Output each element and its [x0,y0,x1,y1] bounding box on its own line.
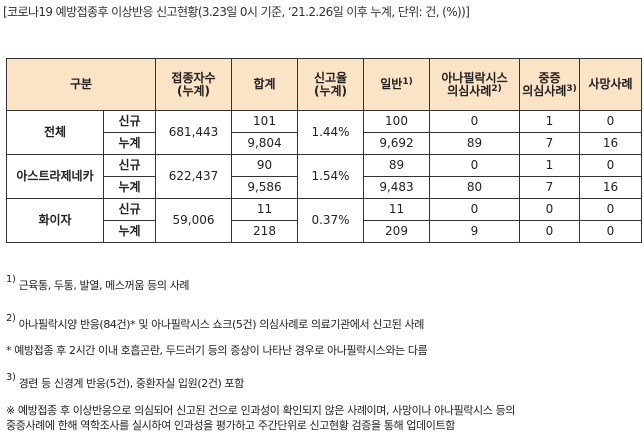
report-title: [코로나19 예방접종후 이상반응 신고현황(3.23일 0시 기준, ‘21.… [3,5,470,19]
cell-death: 16 [579,132,642,155]
cell-anaphylaxis: 0 [429,198,520,221]
header-category: 구분 [6,58,156,111]
header-total: 합계 [231,58,298,111]
cell-death: 0 [579,154,642,177]
cell-serious: 7 [519,176,580,199]
header-general: 일반1) [363,58,430,111]
cell-serious: 1 [519,154,580,177]
cell-general: 9,483 [363,176,430,199]
header-serious: 중증 의심사례3) [519,58,580,111]
row-name: 아스트라제네카 [6,154,104,199]
cell-general: 100 [363,110,430,133]
row-cum-label: 누계 [103,132,156,155]
cell-total: 11 [231,198,298,221]
row-vaccinated: 59,006 [155,198,232,243]
cell-total: 90 [231,154,298,177]
table-row: 화이자 신규 59,006 11 0.37% 11 0 0 0 [6,198,642,243]
cell-anaphylaxis: 0 [429,154,520,177]
cell-anaphylaxis: 0 [429,110,520,133]
adverse-event-table: 구분 접종자수 (누계) 합계 신고율 (누계) 일반1) 아나필락시스 의심사례2)… [6,58,642,243]
cell-anaphylaxis: 89 [429,132,520,155]
footnote-2-star: * 예방접종 후 2시간 이내 호흡곤란, 두드러기 등의 증상이 나타난 경우… [6,344,428,357]
cell-anaphylaxis: 80 [429,176,520,199]
cell-total: 9,804 [231,132,298,155]
footnote-remark-line-1: ※ 예방접종 후 이상반응으로 의심되어 신고된 건으로 인과성이 확인되지 않… [6,404,516,417]
header-rate: 신고율 (누계) [297,58,364,111]
row-rate: 1.44% [297,110,364,155]
header-vaccinated: 접종자수 (누계) [155,58,232,111]
cell-total: 9,586 [231,176,298,199]
cell-death: 16 [579,176,642,199]
cell-general: 11 [363,198,430,221]
row-name: 화이자 [6,198,104,243]
row-cum-label: 누계 [103,176,156,199]
row-vaccinated: 681,443 [155,110,232,155]
cell-general: 9,692 [363,132,430,155]
cell-death: 0 [579,220,642,243]
cell-general: 209 [363,220,430,243]
row-rate: 0.37% [297,198,364,243]
row-rate: 1.54% [297,154,364,199]
footnote-remark-line-2: 중증사례에 한해 역학조사를 실시하여 인과성을 평가하고 주간단위로 신고현황… [6,419,455,432]
header-death: 사망사례 [579,58,642,111]
footnote-3: 3) 경련 등 신경계 반응(5건), 중환자실 입원(2건) 포함 [6,372,244,390]
cell-death: 0 [579,198,642,221]
row-new-label: 신규 [103,110,156,133]
footnote-1: 1) 근육통, 두통, 발열, 메스꺼움 등의 사례 [6,274,190,292]
row-name: 전체 [6,110,104,155]
cell-serious: 7 [519,132,580,155]
cell-death: 0 [579,110,642,133]
cell-total: 101 [231,110,298,133]
cell-anaphylaxis: 9 [429,220,520,243]
row-new-label: 신규 [103,154,156,177]
header-anaphylaxis: 아나필락시스 의심사례2) [429,58,520,111]
cell-serious: 1 [519,110,580,133]
table-row: 누계 9,586 9,483 80 7 16 [7,176,642,199]
footnote-2: 2) 아나필락시양 반응(84건)* 및 아나필락시스 쇼크(5건) 의심사례로… [6,313,424,331]
table-row: 아스트라제네카 신규 622,437 90 1.54% 89 0 1 0 [6,154,642,199]
table-row: 누계 218 209 9 0 0 [7,220,642,243]
row-vaccinated: 622,437 [155,154,232,199]
cell-serious: 0 [519,198,580,221]
cell-general: 89 [363,154,430,177]
cell-total: 218 [231,220,298,243]
row-new-label: 신규 [103,198,156,221]
table-header-row: 구분 접종자수 (누계) 합계 신고율 (누계) 일반1) 아나필락시스 의심사례2)… [6,58,642,111]
table-row: 전체 신규 681,443 101 1.44% 100 0 1 0 [6,110,642,155]
row-cum-label: 누계 [103,220,156,243]
cell-serious: 0 [519,220,580,243]
